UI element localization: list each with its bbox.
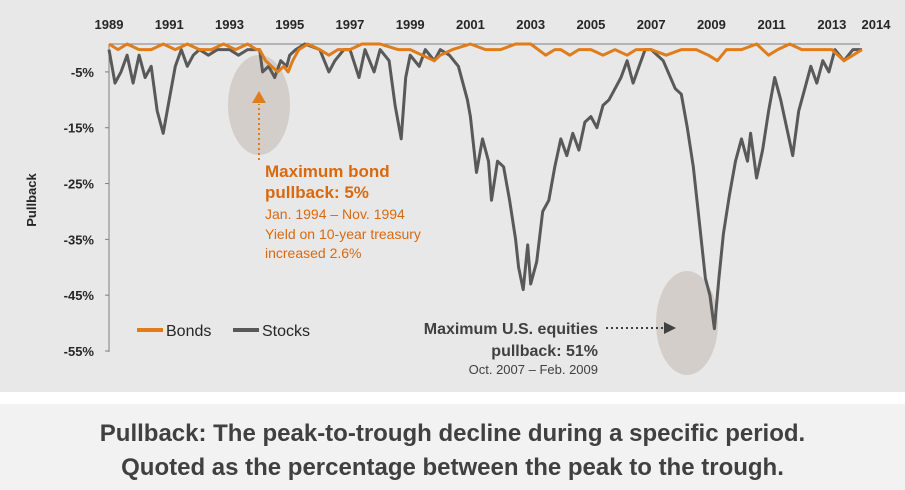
x-tick-label: 1989 xyxy=(95,17,124,32)
x-tick-label: 2009 xyxy=(697,17,726,32)
y-tick-label: -15% xyxy=(64,121,95,136)
caption-line-1: Pullback: The peak-to-trough decline dur… xyxy=(99,420,806,447)
y-tick-labels: -5% -15% -25% -35% -45% -55% xyxy=(64,65,109,359)
x-tick-label: 2003 xyxy=(516,17,545,32)
x-tick-label: 2001 xyxy=(456,17,485,32)
y-tick-label: -25% xyxy=(64,177,95,192)
x-tick-label: 2014 xyxy=(862,17,892,32)
x-tick-label: 2011 xyxy=(758,17,786,32)
caption-box: Pullback: The peak-to-trough decline dur… xyxy=(0,404,905,490)
x-tick-label: 1997 xyxy=(335,17,364,32)
x-tick-label: 2005 xyxy=(576,17,605,32)
x-tick-label: 1993 xyxy=(215,17,244,32)
caption-line-2: Quoted as the percentage between the pea… xyxy=(121,454,784,481)
chart-panel: 1989 1991 1993 1995 1997 1999 2001 2003 2005 2007… xyxy=(0,0,905,392)
y-tick-label: -35% xyxy=(64,232,95,247)
y-tick-label: -45% xyxy=(64,288,95,303)
x-tick-label: 1991 xyxy=(155,17,184,32)
x-tick-label: 1999 xyxy=(396,17,425,32)
y-tick-label: -5% xyxy=(71,65,95,80)
bond-annotation-title-1: Maximum bond xyxy=(265,162,390,181)
equity-annotation-title-2: pullback: 51% xyxy=(491,343,598,360)
bond-annotation-detail-3: increased 2.6% xyxy=(265,245,362,261)
series-lines xyxy=(107,42,863,331)
series-line-bonds xyxy=(108,42,863,74)
equity-annotation-detail-1: Oct. 2007 – Feb. 2009 xyxy=(469,362,598,377)
pullback-chart: 1989 1991 1993 1995 1997 1999 2001 2003 2005 2007… xyxy=(24,17,892,377)
legend: Bonds Stocks xyxy=(137,323,310,340)
x-tick-label: 2013 xyxy=(817,17,846,32)
bond-annotation-arrowhead xyxy=(252,91,266,103)
series-line-stocks xyxy=(107,42,862,331)
bond-annotation-detail-2: Yield on 10-year treasury xyxy=(265,226,421,242)
y-axis-label: Pullback xyxy=(24,172,39,226)
x-tick-labels: 1989 1991 1993 1995 1997 1999 2001 2003 2005 2007… xyxy=(95,17,892,32)
equity-highlight-ellipse xyxy=(656,271,718,375)
equity-annotation-title-1: Maximum U.S. equities xyxy=(424,321,598,338)
bond-annotation-title-2: pullback: 5% xyxy=(265,183,369,202)
y-tick-label: -55% xyxy=(64,344,95,359)
legend-label-bonds: Bonds xyxy=(166,323,211,340)
bond-annotation-detail-1: Jan. 1994 – Nov. 1994 xyxy=(265,206,405,222)
legend-label-stocks: Stocks xyxy=(262,323,310,340)
x-tick-label: 2007 xyxy=(637,17,666,32)
equity-annotation-arrowhead xyxy=(664,322,676,334)
x-tick-label: 1995 xyxy=(275,17,304,32)
